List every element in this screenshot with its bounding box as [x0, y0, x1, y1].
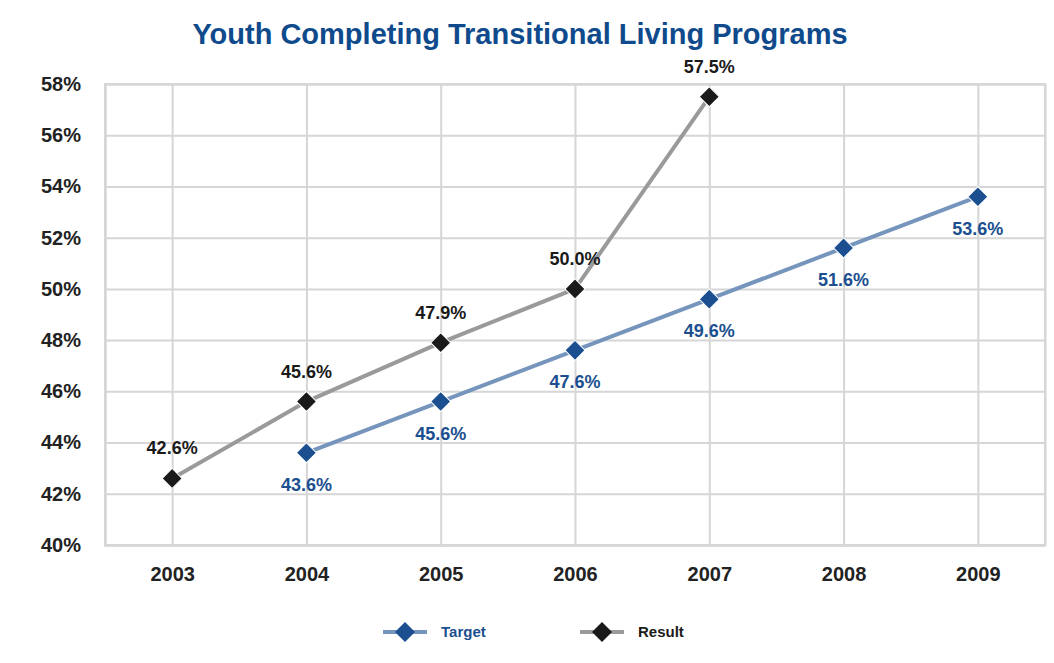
legend: Target Result: [383, 622, 684, 642]
y-tick-label: 54%: [41, 175, 81, 197]
x-grid-line: [977, 84, 979, 545]
data-labels: 43.6% 45.6% 47.6% 49.6% 51.6% 53.6% 42.6% 45.6%…: [147, 57, 1004, 495]
x-axis-line: [106, 84, 1046, 546]
x-tick-label: 2003: [150, 563, 195, 585]
x-tick: 2003: [150, 84, 195, 585]
legend-item: Result: [580, 622, 684, 642]
y-tick: 42%: [41, 483, 1045, 505]
x-tick: 2009: [956, 84, 1001, 585]
y-tick: 50%: [41, 278, 1045, 300]
data-label: 53.6%: [952, 219, 1003, 239]
series-line: [306, 197, 977, 453]
legend-label: Result: [638, 623, 684, 640]
x-grid-line: [843, 84, 845, 545]
x-tick-label: 2005: [419, 563, 464, 585]
y-tick: 54%: [41, 175, 1045, 197]
y-tick: 56%: [41, 124, 1045, 146]
y-tick-label: 48%: [41, 329, 81, 351]
data-label: 42.6%: [147, 438, 198, 458]
series-marker: [834, 238, 854, 258]
legend-marker: [395, 622, 415, 642]
x-tick: 2008: [822, 84, 867, 585]
y-axis-line: [106, 85, 1046, 546]
legend-marker: [592, 622, 612, 642]
title: Youth Completing Transitional Living Pro…: [192, 18, 847, 50]
y-tick-label: 52%: [41, 227, 81, 249]
series-marker: [296, 443, 316, 463]
y-tick-label: 58%: [41, 73, 81, 95]
series-line: [172, 97, 709, 479]
x-tick-label: 2007: [688, 563, 733, 585]
chart: Youth Completing Transitional Living Pro…: [0, 0, 1054, 663]
series-marker: [699, 87, 719, 107]
series-marker: [431, 333, 451, 353]
series-marker: [162, 468, 182, 488]
data-label: 45.6%: [415, 424, 466, 444]
x-tick-label: 2006: [553, 563, 598, 585]
y-tick-label: 40%: [41, 534, 81, 556]
data-label: 49.6%: [684, 321, 735, 341]
x-tick-label: 2009: [956, 563, 1001, 585]
data-label: 47.9%: [415, 303, 466, 323]
y-tick-label: 56%: [41, 124, 81, 146]
x-tick: 2004: [285, 84, 330, 585]
data-label: 47.6%: [549, 372, 600, 392]
series-marker: [565, 279, 585, 299]
y-tick: 58%: [41, 73, 1045, 95]
y-tick-label: 42%: [41, 483, 81, 505]
series-marker: [431, 392, 451, 412]
data-label: 50.0%: [549, 249, 600, 269]
y-tick: 46%: [41, 380, 1045, 402]
x-tick-label: 2008: [822, 563, 867, 585]
y-tick-label: 44%: [41, 431, 81, 453]
data-label: 43.6%: [281, 475, 332, 495]
y-tick-label: 50%: [41, 278, 81, 300]
series-marker: [968, 187, 988, 207]
data-label: 57.5%: [684, 57, 735, 77]
series-marker: [296, 392, 316, 412]
x-tick: 2006: [553, 84, 598, 585]
data-label: 45.6%: [281, 362, 332, 382]
series-marker: [565, 340, 585, 360]
x-tick-label: 2004: [285, 563, 330, 585]
plot: 40%42%44%46%48%50%52%54%56%58%2003200420…: [41, 57, 1046, 585]
y-axis: 40% 42% 44% 46% 48% 50% 52% 54% 56% 58%: [41, 73, 1045, 556]
y-tick-label: 46%: [41, 380, 81, 402]
legend-item: Target: [383, 622, 486, 642]
y-tick: 48%: [41, 329, 1045, 351]
x-axis: 2003 2004 2005 2006 2007 2008 2009: [106, 84, 1046, 585]
x-grid-line: [709, 84, 711, 545]
plot-frame: [105, 84, 1045, 545]
series-marker: [699, 289, 719, 309]
x-grid-line: [575, 84, 577, 545]
legend-label: Target: [441, 623, 486, 640]
data-label: 51.6%: [818, 270, 869, 290]
marks: [162, 87, 988, 489]
